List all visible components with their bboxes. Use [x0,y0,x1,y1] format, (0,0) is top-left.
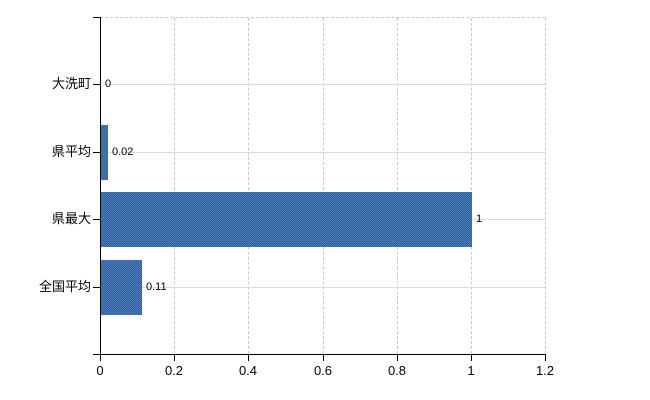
x-axis-tick [471,355,472,361]
y-axis-tick [93,152,100,153]
value-label: 0.02 [112,146,134,158]
value-label: 1 [476,213,483,225]
bar [101,192,472,247]
bar [101,260,142,315]
vertical-gridline [397,18,398,354]
category-label: 全国平均 [38,279,91,294]
x-axis-tick-label: 0 [96,363,104,378]
value-label: 0 [105,78,112,90]
x-axis-tick [248,355,249,361]
horizontal-gridline [101,287,545,288]
bar [101,125,108,180]
y-axis-tick [93,84,100,85]
value-label: 0.11 [146,281,167,293]
vertical-gridline [248,18,249,354]
x-axis-tick [174,355,175,361]
x-axis-tick [397,355,398,361]
x-axis-tick-label: 0.8 [387,363,407,378]
x-axis-tick-label: 0.4 [238,363,258,378]
vertical-gridline [471,18,472,354]
x-axis-tick-label: 0.6 [313,363,333,378]
category-label: 県平均 [51,144,91,159]
y-axis-top-tick [93,17,100,18]
y-axis-tick [93,219,100,220]
x-axis-tick [545,355,546,361]
x-axis [93,354,546,355]
vertical-gridline [323,18,324,354]
y-axis-tick [93,287,100,288]
vertical-gridline [545,18,546,354]
category-label: 大洗町 [51,76,91,91]
y-axis [100,17,101,355]
vertical-gridline [174,18,175,354]
x-axis-tick [100,355,101,361]
horizontal-gridline [101,84,545,85]
x-axis-tick [323,355,324,361]
plot-area: 0 0.02 1 0.11 [93,17,546,361]
x-axis-tick-label: 1 [467,363,475,378]
category-label: 県最大 [51,211,91,226]
x-axis-tick-label: 0.2 [164,363,184,378]
plot-top-border [100,17,545,18]
horizontal-gridline [101,152,545,153]
x-axis-tick-label: 1.2 [535,363,555,378]
